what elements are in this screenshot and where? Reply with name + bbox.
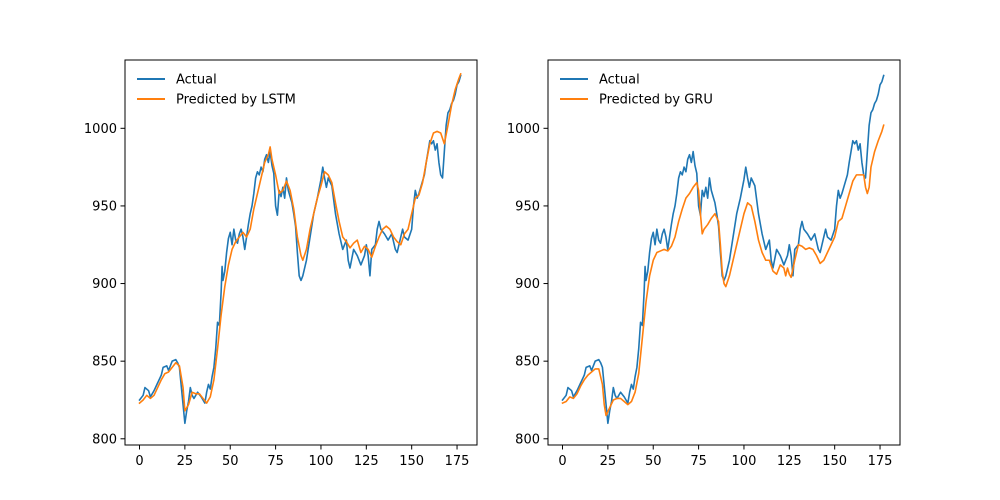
chart-panel-1: 0 25 50 75 100 125 150 175 800 850 900 950 1000 Actua… [84,59,478,469]
y-tick-label: 850 [92,355,117,370]
y-tick-label: 950 [515,199,540,214]
y-tick-label: 1000 [507,122,540,137]
legend-label: Actual [599,73,640,88]
legend: Actual Predicted by GRU [560,73,713,108]
x-tick-label: 50 [645,454,662,469]
y-tick-label: 1000 [84,122,117,137]
y-tick-label: 900 [515,277,540,292]
x-tick-label: 75 [267,454,284,469]
y-tick-label: 950 [92,199,117,214]
legend-label: Actual [176,73,217,88]
x-tick-label: 50 [222,454,239,469]
plot-frame [547,59,901,446]
x-tick-label: 125 [777,454,802,469]
series-line-actual [561,74,885,425]
series-line-predicted-by-gru [561,124,885,417]
legend-label: Predicted by LSTM [176,93,296,108]
legend: Actual Predicted by LSTM [137,73,296,108]
x-tick-label: 25 [177,454,194,469]
y-tick-label: 800 [92,432,117,447]
x-tick-label: 0 [558,454,566,469]
series-line-predicted-by-lstm [138,72,462,412]
chart-panel-2: 0 25 50 75 100 125 150 175 800 850 900 950 1000 Actua… [507,59,901,469]
x-tick-label: 25 [600,454,617,469]
x-tick-label: 175 [445,454,470,469]
x-tick-label: 100 [732,454,757,469]
x-tick-label: 150 [822,454,847,469]
y-tick-label: 850 [515,355,540,370]
y-tick-label: 900 [92,277,117,292]
x-tick-label: 150 [399,454,424,469]
x-tick-label: 100 [309,454,334,469]
x-tick-label: 0 [135,454,143,469]
legend-label: Predicted by GRU [599,93,713,108]
x-tick-label: 125 [354,454,379,469]
y-tick-label: 800 [515,432,540,447]
plot-frame [124,59,478,446]
x-tick-label: 75 [690,454,707,469]
x-tick-label: 175 [868,454,893,469]
